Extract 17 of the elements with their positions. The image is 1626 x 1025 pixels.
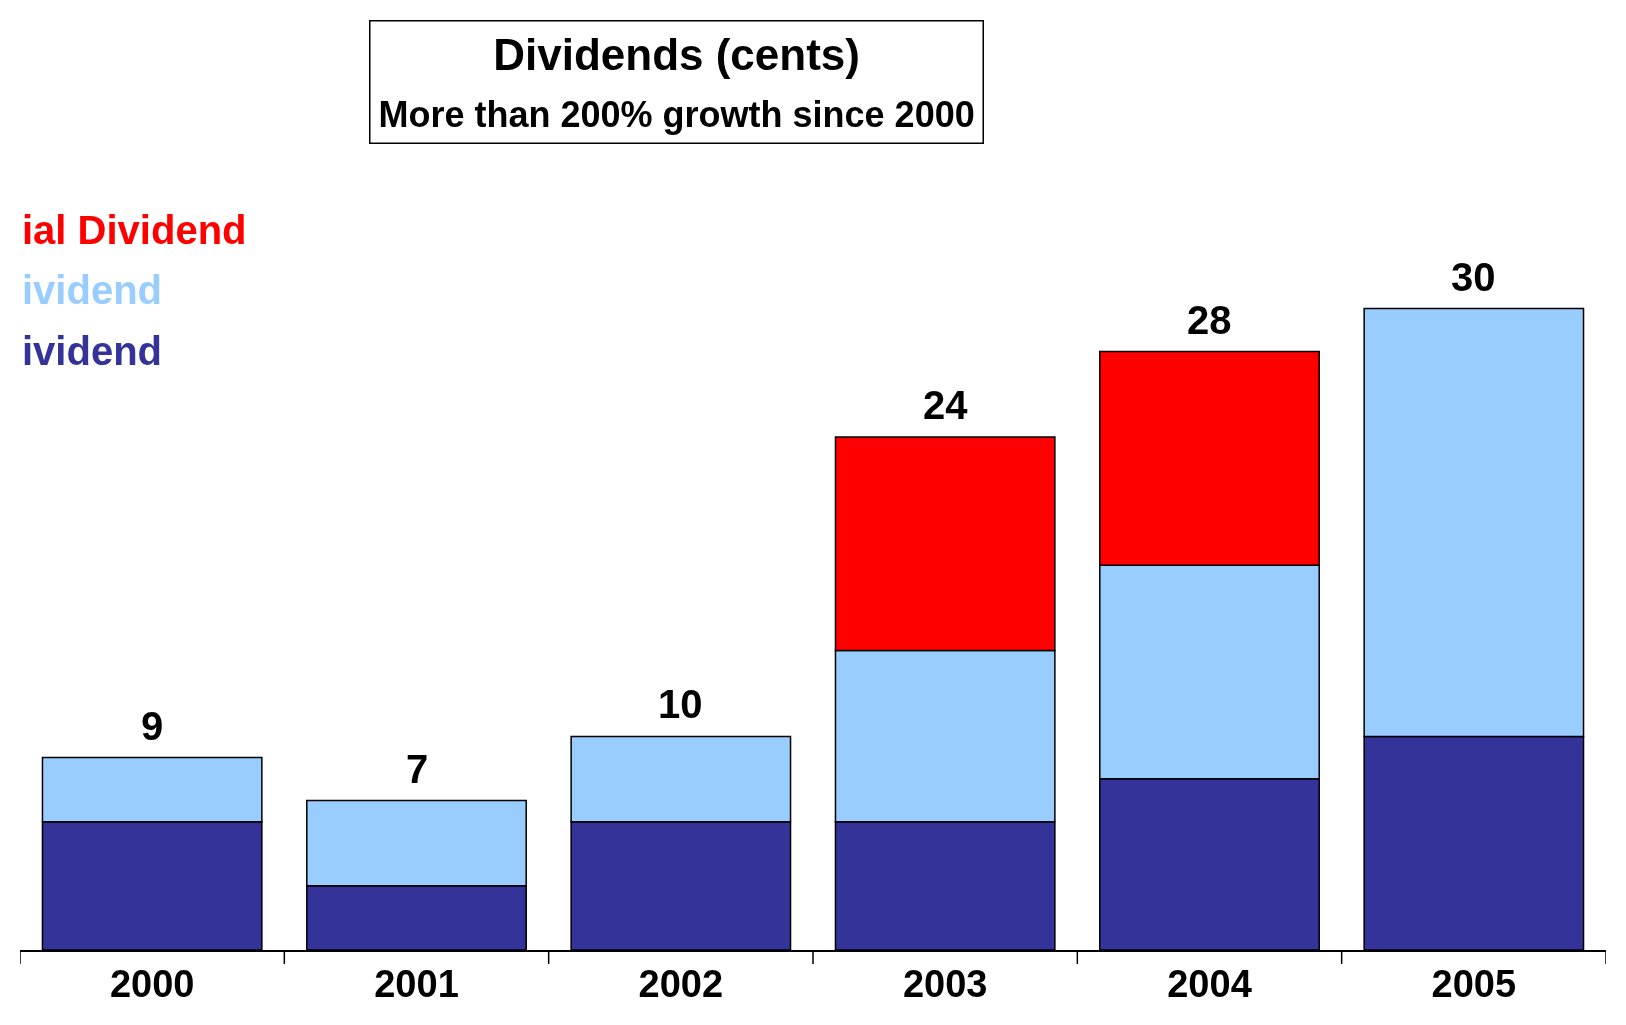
x-tick-label: 2001 [374, 963, 459, 1006]
annotation: 30 [1451, 255, 1496, 299]
x-tick-label: 2003 [902, 963, 988, 1006]
annotation: 7 [406, 747, 429, 791]
annotation: 24 [923, 383, 969, 427]
annotation: 10 [658, 682, 703, 726]
annotation: 9 [141, 704, 164, 748]
x-tick-label: 2004 [1167, 963, 1252, 1006]
x-tick-label: 2000 [109, 963, 195, 1006]
text: ividend [22, 268, 163, 312]
chart-subtitle: More than 200% growth since 2000 [378, 93, 975, 135]
x-tick-label: 2005 [1431, 963, 1517, 1006]
text: ial Dividend [22, 208, 247, 252]
annotation: 28 [1187, 298, 1232, 342]
x-tick-label: 2002 [638, 963, 724, 1006]
text: ividend [22, 329, 163, 373]
chart-title: Dividends (cents) [493, 29, 860, 79]
